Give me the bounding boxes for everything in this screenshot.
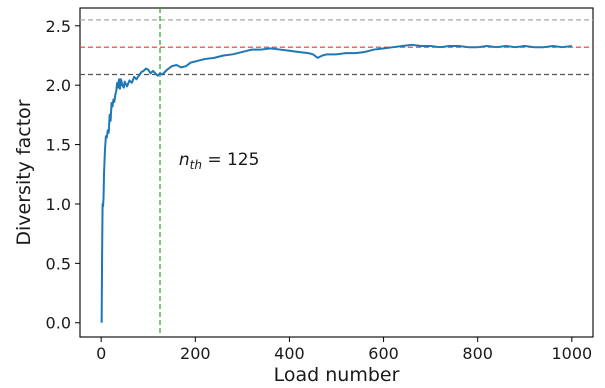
x-tick-label: 600: [368, 344, 399, 363]
y-axis-label: Diversity factor: [13, 99, 35, 245]
y-tick-label: 2.5: [46, 17, 71, 36]
y-axis-ticks: 0.0 0.5 1.0 1.5 2.0 2.5: [46, 17, 80, 333]
x-tick-label: 0: [96, 344, 106, 363]
x-axis-label: Load number: [274, 364, 400, 386]
annotation-0: nth = 125: [179, 150, 260, 172]
y-tick-label: 0.0: [46, 314, 71, 333]
series-line-0: [100, 43, 572, 323]
y-tick-label: 2.0: [46, 76, 71, 95]
x-tick-label: 800: [462, 344, 493, 363]
x-tick-label: 200: [180, 344, 211, 363]
x-tick-label: 400: [274, 344, 305, 363]
y-tick-label: 1.0: [46, 195, 71, 214]
annotations: nth = 125: [179, 150, 260, 172]
y-tick-label: 0.5: [46, 254, 71, 273]
x-tick-label: 1000: [551, 344, 592, 363]
y-tick-label: 1.5: [46, 136, 71, 155]
series-layer: [100, 43, 572, 323]
plot-frame: [79, 7, 594, 338]
x-axis-ticks: 0 200 400 600 800 1000: [96, 337, 592, 363]
